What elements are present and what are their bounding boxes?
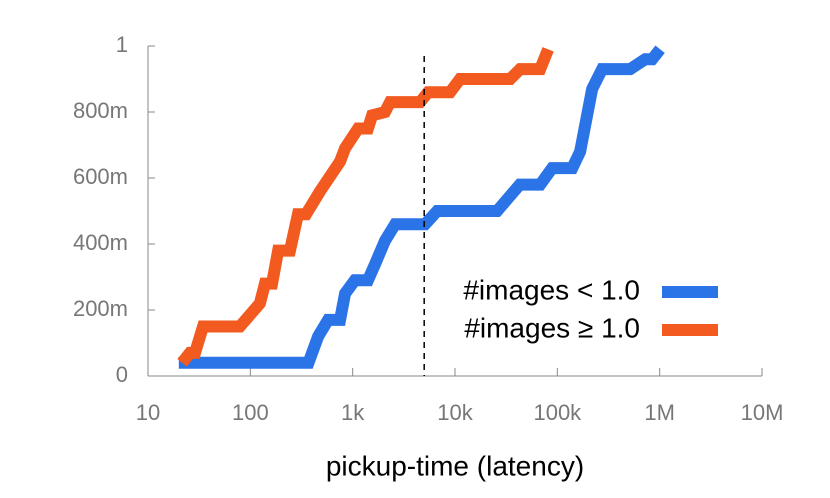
x-axis-label: pickup-time (latency) xyxy=(326,450,584,481)
y-tick-label: 800m xyxy=(73,98,128,123)
x-tick-label: 1M xyxy=(644,400,675,425)
series-line xyxy=(178,45,665,369)
y-tick-label: 600m xyxy=(73,164,128,189)
legend-label: #images ≥ 1.0 xyxy=(464,312,640,343)
x-tick-label: 100 xyxy=(232,400,269,425)
legend-swatch xyxy=(662,324,718,336)
y-tick-label: 200m xyxy=(73,296,128,321)
x-tick-label: 10 xyxy=(136,400,160,425)
y-tick-label: 400m xyxy=(73,230,128,255)
legend-swatch xyxy=(662,286,718,298)
x-tick-label: 1k xyxy=(341,400,365,425)
x-tick-label: 10M xyxy=(741,400,784,425)
legend-label: #images < 1.0 xyxy=(463,274,640,305)
y-tick-label: 0 xyxy=(116,362,128,387)
x-tick-label: 100k xyxy=(533,400,582,425)
y-tick-label: 1 xyxy=(116,32,128,57)
series-line xyxy=(177,47,554,367)
x-tick-label: 10k xyxy=(437,400,473,425)
